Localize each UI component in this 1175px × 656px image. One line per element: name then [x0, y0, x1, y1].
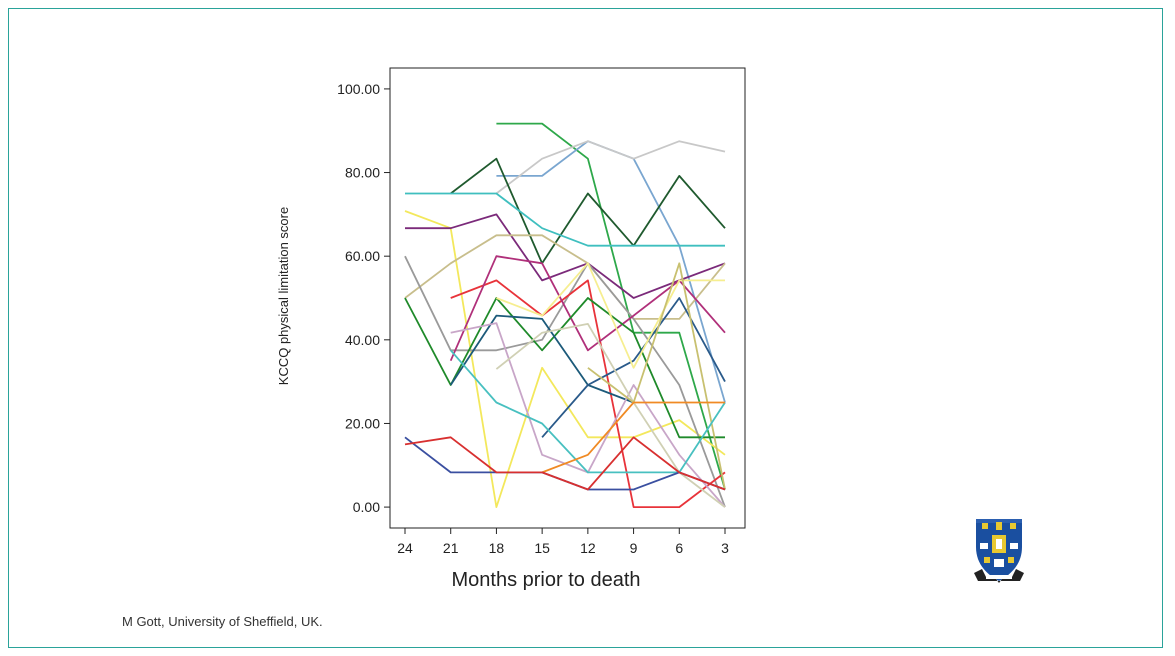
y-axis-label: KCCQ physical limitation score: [276, 207, 291, 385]
university-crest-icon: [972, 517, 1026, 583]
y-tick-label: 80.00: [345, 165, 380, 181]
series-line-15: [496, 262, 725, 369]
y-tick-label: 40.00: [345, 332, 380, 348]
series-line-13: [449, 314, 634, 404]
series-line-10: [450, 279, 726, 508]
series-line-6: [404, 210, 726, 508]
series-line-22: [404, 436, 726, 491]
series-line-4: [450, 157, 726, 265]
series-line-9: [404, 255, 726, 508]
series-line-12: [404, 297, 725, 439]
y-tick-label: 60.00: [345, 248, 380, 264]
x-tick-label: 12: [580, 540, 596, 556]
x-tick-label: 6: [675, 540, 683, 556]
x-tick-label: 24: [397, 540, 413, 556]
series-line-7: [405, 213, 726, 299]
series-line-14: [541, 297, 726, 438]
x-tick-label: 21: [443, 540, 459, 556]
series-line-18: [587, 262, 726, 490]
series-line-3: [495, 140, 726, 195]
plot-area: [389, 67, 746, 529]
y-tick-label: 20.00: [345, 415, 380, 431]
series-line-17: [495, 323, 726, 508]
y-tick-label: 0.00: [353, 499, 380, 515]
y-tick-label: 100.00: [337, 81, 380, 97]
slide-frame: [8, 8, 1163, 648]
series-line-8: [404, 234, 726, 320]
series-line-20: [541, 401, 725, 474]
x-tick-label: 18: [489, 540, 505, 556]
x-tick-label: 9: [630, 540, 638, 556]
series-line-5: [405, 192, 725, 247]
credit-text: M Gott, University of Sheffield, UK.: [122, 614, 323, 629]
x-tick-label: 3: [721, 540, 729, 556]
x-axis-label: Months prior to death: [452, 569, 641, 591]
x-tick-label: 15: [534, 540, 550, 556]
chart: 0.00 20.00 40.00 60.00 80.00 100.00 24 21 18 15 1…: [276, 67, 746, 591]
